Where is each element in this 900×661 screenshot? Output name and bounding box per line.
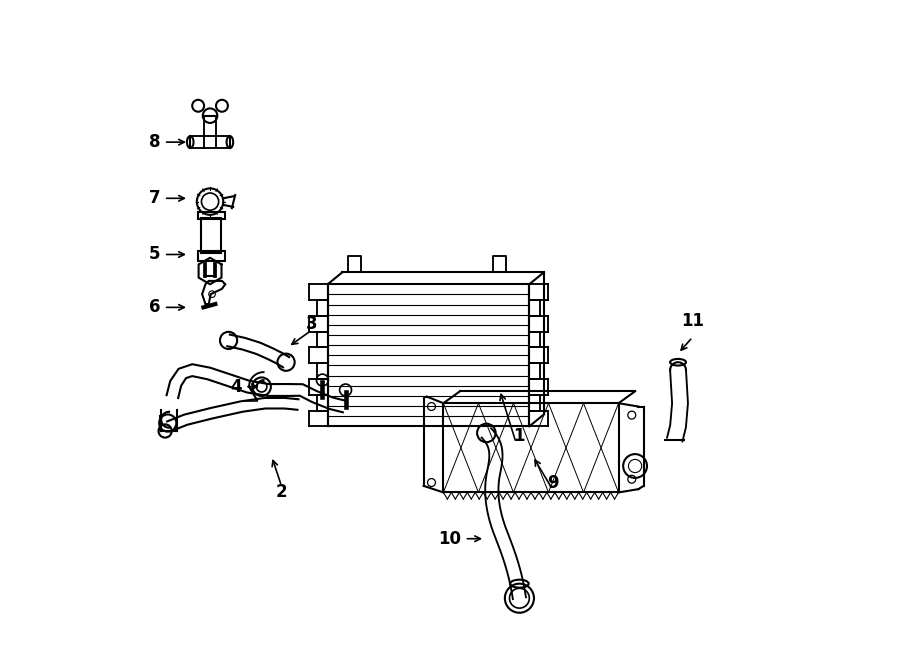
Text: 8: 8: [149, 133, 160, 151]
Text: 6: 6: [149, 298, 160, 317]
Text: 2: 2: [275, 483, 287, 502]
Bar: [202, 218, 221, 253]
Text: 4: 4: [230, 377, 242, 396]
Text: 3: 3: [305, 315, 317, 333]
Text: 9: 9: [546, 473, 558, 492]
Text: 10: 10: [438, 529, 461, 548]
Text: 5: 5: [149, 245, 160, 264]
Bar: [198, 212, 225, 219]
Text: 1: 1: [514, 427, 526, 446]
Text: 11: 11: [681, 313, 704, 330]
Text: 7: 7: [148, 189, 160, 208]
Bar: [198, 251, 225, 261]
